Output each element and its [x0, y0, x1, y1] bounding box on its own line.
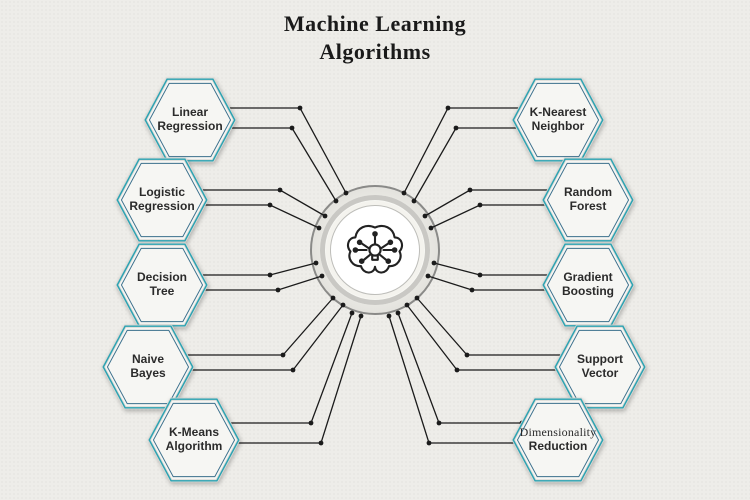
- hex-label: RandomForest: [536, 155, 640, 245]
- hex-label: K-MeansAlgorithm: [142, 395, 246, 485]
- center-hub: [310, 185, 440, 315]
- hex-kmeans: K-MeansAlgorithm: [142, 395, 246, 485]
- hex-label-line2: Tree: [137, 285, 187, 299]
- hex-label-line2: Regression: [157, 120, 222, 134]
- title-line-2: Algorithms: [319, 39, 430, 64]
- hex-label-line1: Random: [564, 186, 612, 200]
- hex-label-line2: Regression: [129, 200, 194, 214]
- hex-label: DecisionTree: [110, 240, 214, 330]
- hex-label-line2: Algorithm: [166, 440, 223, 454]
- hex-label-line2: Bayes: [130, 367, 165, 381]
- hex-decision-tree: DecisionTree: [110, 240, 214, 330]
- hex-linear-regression: LinearRegression: [138, 75, 242, 165]
- hex-label-line1: Support: [577, 353, 623, 367]
- hex-label-line2: Neighbor: [530, 120, 587, 134]
- hex-label-line1: Logistic: [129, 186, 194, 200]
- hex-label: K-NearestNeighbor: [506, 75, 610, 165]
- hex-label-line1: Linear: [157, 106, 222, 120]
- hex-label-line1: Dimensionality: [520, 426, 597, 440]
- hex-logistic-regression: LogisticRegression: [110, 155, 214, 245]
- hex-label-line1: K-Means: [166, 426, 223, 440]
- hex-gradient-boosting: GradientBoosting: [536, 240, 640, 330]
- hex-label-line2: Reduction: [520, 440, 597, 454]
- inner-ring: [330, 205, 420, 295]
- hex-label-line2: Boosting: [562, 285, 614, 299]
- page-title: Machine Learning Algorithms: [0, 10, 750, 65]
- hex-label-line2: Vector: [577, 367, 623, 381]
- hex-label: LinearRegression: [138, 75, 242, 165]
- hex-label-line1: Decision: [137, 271, 187, 285]
- hex-label-line1: K-Nearest: [530, 106, 587, 120]
- hex-label: DimensionalityReduction: [506, 395, 610, 485]
- hex-dim-reduction: DimensionalityReduction: [506, 395, 610, 485]
- hex-random-forest: RandomForest: [536, 155, 640, 245]
- hex-label-line1: Gradient: [562, 271, 614, 285]
- hex-label: GradientBoosting: [536, 240, 640, 330]
- ai-brain-icon: [340, 215, 410, 285]
- hex-label: LogisticRegression: [110, 155, 214, 245]
- hex-label-line2: Forest: [564, 200, 612, 214]
- hex-label-line1: Naive: [130, 353, 165, 367]
- title-line-1: Machine Learning: [284, 11, 466, 36]
- hex-knn: K-NearestNeighbor: [506, 75, 610, 165]
